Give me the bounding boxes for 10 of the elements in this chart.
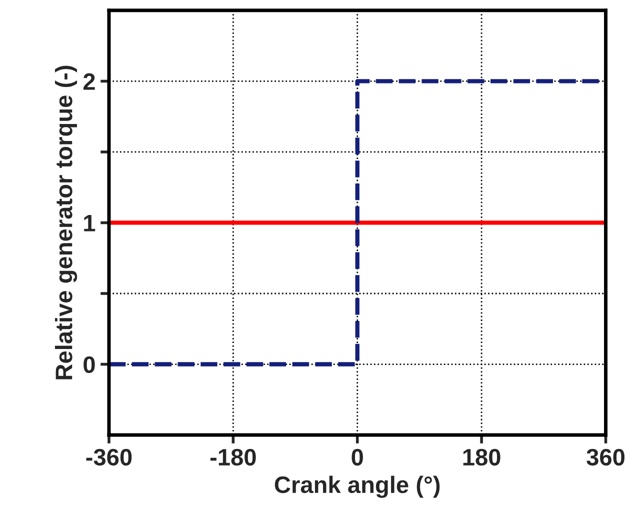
y-axis-title: Relative generator torque (-) [54, 66, 78, 380]
x-tick-label: -360 [86, 448, 132, 466]
y-tick-label: 0 [84, 356, 95, 374]
x-tick-label: 0 [352, 448, 363, 466]
y-tick-label: 1 [84, 215, 96, 232]
y-tick-label: 2 [83, 73, 95, 90]
x-tick-label: 180 [463, 448, 500, 466]
x-tick-label: -180 [210, 448, 256, 466]
x-tick-label: 360 [586, 448, 624, 466]
x-axis-title: Crank angle (°) [274, 476, 440, 498]
